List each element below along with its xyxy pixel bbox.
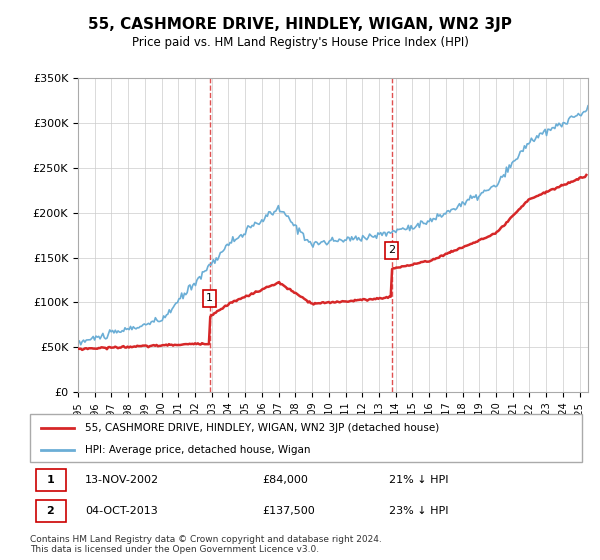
- Text: Price paid vs. HM Land Registry's House Price Index (HPI): Price paid vs. HM Land Registry's House …: [131, 36, 469, 49]
- FancyBboxPatch shape: [35, 500, 66, 522]
- Text: £84,000: £84,000: [262, 475, 308, 485]
- FancyBboxPatch shape: [35, 469, 66, 491]
- Text: 1: 1: [206, 293, 213, 304]
- Text: Contains HM Land Registry data © Crown copyright and database right 2024.
This d: Contains HM Land Registry data © Crown c…: [30, 535, 382, 554]
- FancyBboxPatch shape: [30, 414, 582, 462]
- Text: 04-OCT-2013: 04-OCT-2013: [85, 506, 158, 516]
- Text: 2: 2: [388, 245, 395, 255]
- Text: 13-NOV-2002: 13-NOV-2002: [85, 475, 160, 485]
- Text: 55, CASHMORE DRIVE, HINDLEY, WIGAN, WN2 3JP (detached house): 55, CASHMORE DRIVE, HINDLEY, WIGAN, WN2 …: [85, 423, 439, 433]
- Text: 23% ↓ HPI: 23% ↓ HPI: [389, 506, 448, 516]
- Text: £137,500: £137,500: [262, 506, 314, 516]
- Text: 55, CASHMORE DRIVE, HINDLEY, WIGAN, WN2 3JP: 55, CASHMORE DRIVE, HINDLEY, WIGAN, WN2 …: [88, 17, 512, 32]
- Text: 21% ↓ HPI: 21% ↓ HPI: [389, 475, 448, 485]
- Text: 1: 1: [47, 475, 54, 485]
- Text: HPI: Average price, detached house, Wigan: HPI: Average price, detached house, Wiga…: [85, 445, 311, 455]
- Text: 2: 2: [47, 506, 54, 516]
